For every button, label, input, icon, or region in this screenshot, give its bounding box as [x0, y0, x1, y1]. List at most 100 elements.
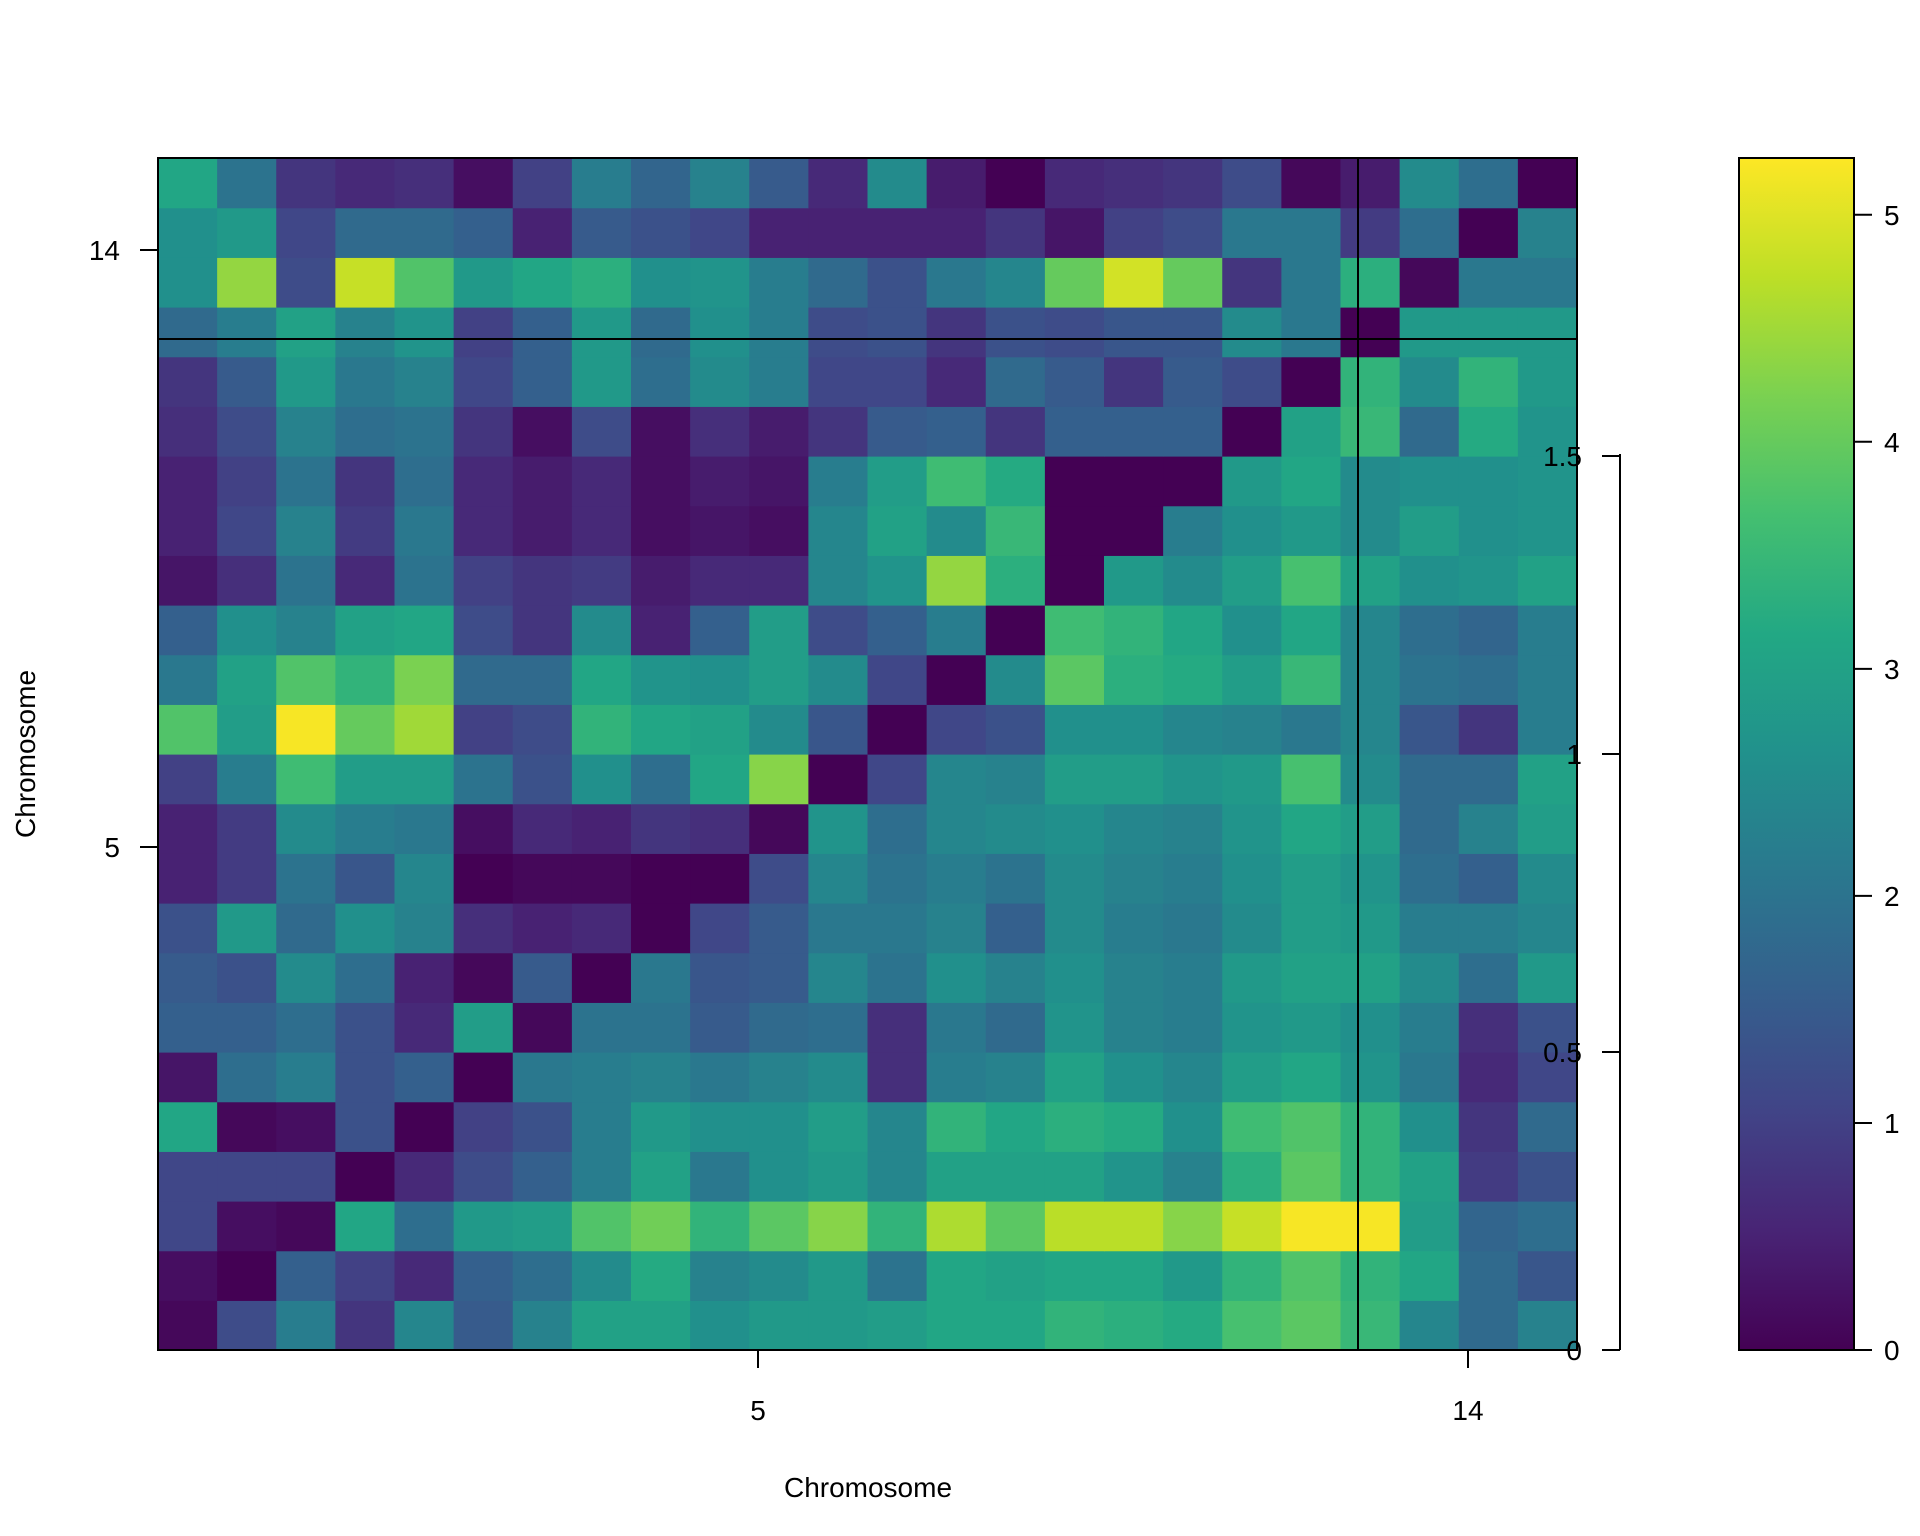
heatmap-cell	[1340, 456, 1401, 507]
heatmap-cell	[1340, 555, 1401, 606]
heatmap-cell	[1458, 307, 1519, 358]
heatmap-cell	[1517, 1151, 1578, 1202]
y-axis-label: Chromosome	[10, 670, 41, 838]
heatmap-cell	[1222, 307, 1282, 358]
heatmap-cell	[1340, 1201, 1401, 1252]
heatmap-cell	[1340, 803, 1401, 854]
heatmap-cell	[690, 903, 750, 954]
heatmap-cell	[571, 406, 632, 457]
heatmap-cell	[1399, 605, 1460, 656]
heatmap-cell	[1399, 1250, 1460, 1301]
heatmap-cell	[217, 257, 277, 308]
heatmap-cell	[394, 1201, 455, 1252]
heatmap-cell	[808, 207, 869, 258]
heatmap-cell	[1104, 406, 1164, 457]
heatmap-cell	[512, 903, 573, 954]
heatmap-cell	[1104, 1250, 1164, 1301]
heatmap-cell	[1517, 505, 1578, 556]
heatmap-cell	[276, 307, 336, 358]
heatmap-cell	[1281, 257, 1342, 308]
heatmap-cell	[1281, 1002, 1342, 1053]
heatmap-cell	[749, 605, 809, 656]
heatmap-cell	[808, 356, 869, 407]
heatmap-cell	[512, 1052, 573, 1103]
heatmap-cell	[1222, 903, 1282, 954]
colorbar-tick-label: 1	[1884, 1108, 1900, 1139]
heatmap-cell	[985, 1250, 1046, 1301]
heatmap-cell	[1458, 456, 1519, 507]
heatmap-cell	[985, 1300, 1046, 1351]
heatmap-cell	[335, 356, 396, 407]
heatmap-cell	[394, 903, 455, 954]
heatmap-cell	[1163, 1052, 1223, 1103]
heatmap-cell	[335, 505, 396, 556]
heatmap-cell	[1281, 505, 1342, 556]
heatmap-cell	[631, 754, 691, 805]
heatmap-cell	[690, 1250, 750, 1301]
heatmap-cell	[512, 356, 573, 407]
heatmap-cell	[1281, 356, 1342, 407]
heatmap-cell	[1163, 903, 1223, 954]
heatmap-cell	[985, 1002, 1046, 1053]
heatmap-cell	[276, 1151, 336, 1202]
heatmap-cell	[1044, 207, 1105, 258]
heatmap-cell	[1222, 356, 1282, 407]
heatmap-cell	[1281, 1052, 1342, 1103]
heatmap-cell	[690, 356, 750, 407]
heatmap-cell	[1222, 555, 1282, 606]
heatmap-cell	[276, 853, 336, 904]
heatmap-cell	[1399, 207, 1460, 258]
heatmap-cell	[985, 754, 1046, 805]
heatmap-cell	[1163, 555, 1223, 606]
heatmap-cell	[158, 307, 218, 358]
heatmap-cell	[1399, 505, 1460, 556]
heatmap-cell	[1340, 207, 1401, 258]
heatmap-cell	[749, 704, 809, 755]
heatmap-cell	[808, 555, 869, 606]
heatmap-cell	[690, 456, 750, 507]
heatmap-cell	[808, 406, 869, 457]
heatmap-cell	[512, 605, 573, 656]
heatmap-cell	[867, 1151, 928, 1202]
heatmap-cell	[631, 1201, 691, 1252]
heatmap-cell	[1517, 1201, 1578, 1252]
heatmap-cell	[1340, 505, 1401, 556]
heatmap-cell	[571, 456, 632, 507]
heatmap-cell	[926, 1101, 987, 1152]
heatmap-cell	[571, 1002, 632, 1053]
heatmap-cell	[335, 952, 396, 1003]
heatmap-cell	[1222, 754, 1282, 805]
heatmap-cell	[749, 853, 809, 904]
heatmap-cell	[1517, 158, 1578, 209]
heatmap-cell	[158, 754, 218, 805]
heatmap-cell	[571, 803, 632, 854]
heatmap-cell	[394, 1101, 455, 1152]
heatmap-cell	[158, 1201, 218, 1252]
heatmap-cell	[1222, 456, 1282, 507]
heatmap-cell	[690, 555, 750, 606]
heatmap-cell	[158, 257, 218, 308]
heatmap-cell	[1104, 505, 1164, 556]
heatmap-cell	[749, 158, 809, 209]
heatmap-cell	[1044, 704, 1105, 755]
heatmap-cell	[1163, 1151, 1223, 1202]
heatmap-cell	[1163, 207, 1223, 258]
heatmap-cell	[926, 307, 987, 358]
heatmap-cell	[749, 803, 809, 854]
heatmap-cell	[1163, 505, 1223, 556]
y-tick-label-14: 14	[89, 235, 120, 266]
heatmap-cell	[690, 853, 750, 904]
heatmap-cell	[690, 1002, 750, 1053]
heatmap-cell	[749, 307, 809, 358]
heatmap-cell	[394, 952, 455, 1003]
heatmap-cell	[985, 605, 1046, 656]
heatmap-cell	[808, 158, 869, 209]
heatmap-cell	[453, 704, 514, 755]
heatmap-cell	[453, 952, 514, 1003]
heatmap-cell	[808, 456, 869, 507]
heatmap-cell	[453, 1101, 514, 1152]
heatmap-cell	[985, 1151, 1046, 1202]
heatmap-cell	[512, 1151, 573, 1202]
heatmap-cell	[1399, 307, 1460, 358]
heatmap-cell	[394, 1300, 455, 1351]
